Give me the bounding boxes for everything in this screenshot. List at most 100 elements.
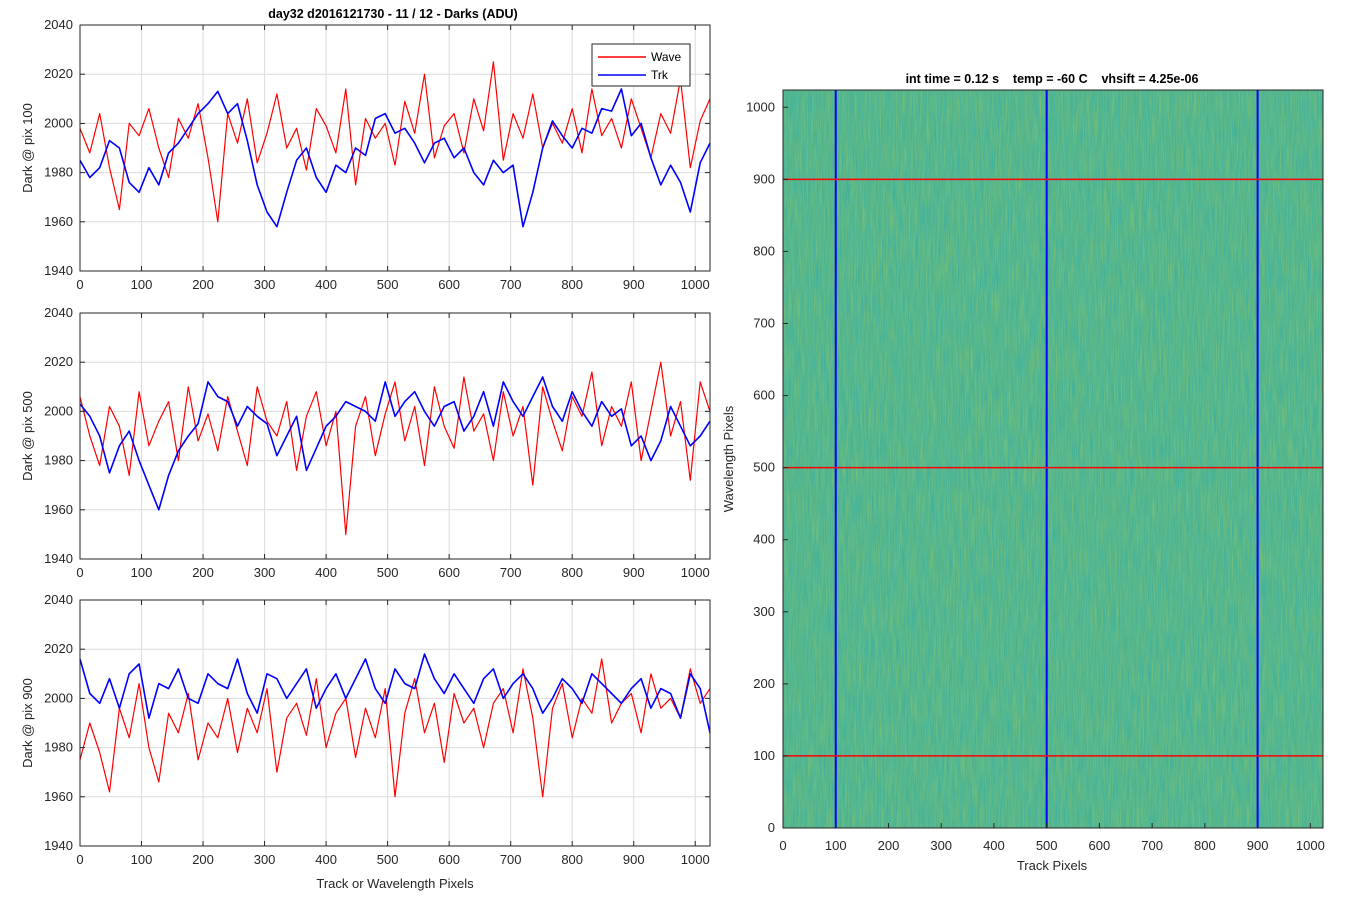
x-tick-label: 1000 xyxy=(681,565,710,580)
panel-pix-900: 0 100 200 300 400 500 600 700 800 900 1000 1940 196… xyxy=(20,592,711,891)
y-tick-label: 1960 xyxy=(44,214,73,229)
y-tick-label: 100 xyxy=(753,748,775,763)
panel-3-ylabel: Dark @ pix 900 xyxy=(20,678,35,768)
panel-1-series xyxy=(79,61,711,228)
x-tick-label: 600 xyxy=(438,852,460,867)
x-tick-label: 800 xyxy=(561,277,583,292)
legend-wave-label: Wave xyxy=(651,50,682,64)
x-tick-label: 700 xyxy=(500,852,522,867)
y-tick-label: 1980 xyxy=(44,453,73,468)
panel-1-ylabel: Dark @ pix 100 xyxy=(20,103,35,193)
x-tick-label: 200 xyxy=(192,852,214,867)
panel-3-xticks: 0 100 200 300 400 500 600 700 800 900 1000 xyxy=(76,600,710,867)
legend-box xyxy=(591,43,691,87)
heatmap-image xyxy=(783,90,1323,828)
x-tick-label: 100 xyxy=(825,838,847,853)
x-tick-label: 500 xyxy=(377,565,399,580)
panel-2-xticks: 0 100 200 300 400 500 600 700 800 900 1000 xyxy=(76,313,710,580)
panel-1-xticks: 0 100 200 300 400 500 600 700 800 900 1000 xyxy=(76,25,710,292)
x-tick-label: 800 xyxy=(1194,838,1216,853)
y-tick-label: 2000 xyxy=(44,115,73,130)
panel-3-grid xyxy=(80,600,710,846)
panel-2-series xyxy=(79,361,711,536)
y-tick-label: 800 xyxy=(753,243,775,258)
x-tick-label: 400 xyxy=(983,838,1005,853)
x-tick-label: 0 xyxy=(76,852,83,867)
y-tick-label: 700 xyxy=(753,316,775,331)
y-tick-label: 2020 xyxy=(44,641,73,656)
panel-2-frame xyxy=(79,312,711,560)
y-tick-label: 2040 xyxy=(44,305,73,320)
y-tick-label: 2000 xyxy=(44,403,73,418)
panel-pix-100: 0 100 200 300 400 500 600 700 800 900 1000 1940 196… xyxy=(20,7,711,292)
x-tick-label: 300 xyxy=(254,852,276,867)
x-tick-label: 300 xyxy=(930,838,952,853)
y-tick-label: 2020 xyxy=(44,354,73,369)
panel-3-frame xyxy=(79,599,711,847)
panel-3-xlabel: Track or Wavelength Pixels xyxy=(316,876,474,891)
x-tick-label: 200 xyxy=(192,565,214,580)
y-tick-label: 1940 xyxy=(44,263,73,278)
heatmap-xlabel: Track Pixels xyxy=(1017,858,1088,873)
series-line-wave xyxy=(79,658,711,798)
legend: Wave Trk xyxy=(591,43,691,87)
x-tick-label: 300 xyxy=(254,565,276,580)
panel-1-yticks: 1940 1960 1980 2000 2020 2040 xyxy=(44,17,710,278)
series-line-wave xyxy=(79,61,711,223)
y-tick-label: 400 xyxy=(753,532,775,547)
panel-1-frame xyxy=(79,24,711,272)
panel-pix-500: 0 100 200 300 400 500 600 700 800 900 1000 1940 196… xyxy=(20,305,711,580)
heatmap-frame xyxy=(782,89,1324,829)
y-tick-label: 1000 xyxy=(746,99,775,114)
heatmap-yticks: 0 100 200 300 400 500 600 700 800 900 1000 xyxy=(746,99,788,835)
x-tick-label: 900 xyxy=(623,852,645,867)
x-tick-label: 500 xyxy=(1036,838,1058,853)
x-tick-label: 900 xyxy=(623,277,645,292)
x-tick-label: 500 xyxy=(377,277,399,292)
panel-2-yticks: 1940 1960 1980 2000 2020 2040 xyxy=(44,305,710,566)
heatmap-marker-lines xyxy=(783,90,1323,828)
y-tick-label: 300 xyxy=(753,604,775,619)
x-tick-label: 900 xyxy=(1247,838,1269,853)
x-tick-label: 600 xyxy=(438,277,460,292)
x-tick-label: 200 xyxy=(192,277,214,292)
y-tick-label: 1980 xyxy=(44,165,73,180)
y-tick-label: 1940 xyxy=(44,551,73,566)
series-line-trk xyxy=(79,376,711,511)
y-tick-label: 2020 xyxy=(44,66,73,81)
y-tick-label: 1940 xyxy=(44,838,73,853)
x-tick-label: 500 xyxy=(377,852,399,867)
series-line-trk xyxy=(79,653,711,733)
heatmap-texture-low xyxy=(783,90,1323,828)
y-tick-label: 2000 xyxy=(44,690,73,705)
x-tick-label: 0 xyxy=(76,565,83,580)
x-tick-label: 100 xyxy=(131,565,153,580)
x-tick-label: 1000 xyxy=(681,277,710,292)
panel-3-yticks: 1940 1960 1980 2000 2020 2040 xyxy=(44,592,710,853)
y-tick-label: 2040 xyxy=(44,592,73,607)
x-tick-label: 200 xyxy=(878,838,900,853)
panel-2-grid xyxy=(80,313,710,559)
x-tick-label: 1000 xyxy=(681,852,710,867)
figure-title: day32 d2016121730 - 11 / 12 - Darks (ADU… xyxy=(268,7,517,21)
y-tick-label: 1980 xyxy=(44,740,73,755)
y-tick-label: 600 xyxy=(753,388,775,403)
x-tick-label: 0 xyxy=(779,838,786,853)
x-tick-label: 300 xyxy=(254,277,276,292)
y-tick-label: 2040 xyxy=(44,17,73,32)
series-line-wave xyxy=(79,361,711,536)
x-tick-label: 800 xyxy=(561,565,583,580)
x-tick-label: 700 xyxy=(500,277,522,292)
y-tick-label: 200 xyxy=(753,676,775,691)
legend-trk-label: Trk xyxy=(651,68,669,82)
series-line-trk xyxy=(79,88,711,228)
x-tick-label: 0 xyxy=(76,277,83,292)
x-tick-label: 400 xyxy=(315,565,337,580)
panel-3-series xyxy=(79,653,711,798)
y-tick-label: 1960 xyxy=(44,502,73,517)
heatmap-ylabel: Wavelength Pixels xyxy=(721,405,736,512)
x-tick-label: 400 xyxy=(315,277,337,292)
x-tick-label: 700 xyxy=(1141,838,1163,853)
x-tick-label: 900 xyxy=(623,565,645,580)
